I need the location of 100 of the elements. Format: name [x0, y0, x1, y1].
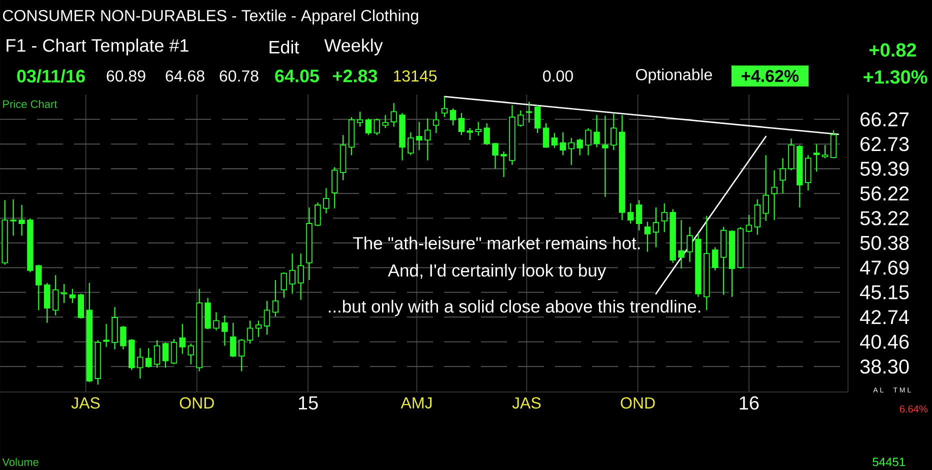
candlestick: [712, 246, 718, 271]
candlestick: [754, 198, 761, 236]
candlestick: [137, 348, 144, 380]
candlestick: [44, 282, 50, 324]
candlestick: [222, 314, 228, 346]
candlestick: [332, 166, 338, 209]
annotation: The "ath-leisure" market remains hot.: [353, 236, 640, 250]
x-tick-label: OND: [180, 397, 214, 409]
candlestick: [788, 138, 794, 171]
candlestick: [365, 118, 372, 136]
candlestick: [188, 343, 194, 365]
candlestick: [10, 198, 16, 236]
candlestick: [822, 144, 828, 159]
candlestick: [120, 325, 126, 350]
y-tick-label: 62.73: [860, 137, 909, 152]
x-tick-label: AMJ: [400, 397, 432, 409]
candlestick: [424, 118, 431, 161]
text: 64.05: [275, 70, 320, 82]
y-tick-label: 66.27: [860, 112, 909, 126]
candlestick: [780, 158, 786, 194]
annotation: Price Chart: [3, 100, 58, 108]
candlestick: [644, 221, 651, 252]
text: Weekly: [324, 38, 383, 56]
candlestick: [560, 132, 566, 156]
text: +1.30%: [864, 70, 928, 84]
candlestick: [551, 132, 558, 148]
candlestick: [602, 115, 608, 198]
candlestick: [678, 220, 684, 270]
text: +4.62%: [742, 70, 799, 82]
candlestick: [627, 202, 634, 224]
text: Optionable: [636, 68, 712, 84]
x-tick-label: OND: [620, 397, 655, 409]
candlestick: [145, 348, 152, 368]
candlestick: [636, 200, 642, 231]
candlestick: [390, 102, 397, 128]
candlestick: [179, 323, 186, 354]
candlestick: [458, 112, 465, 136]
candlestick: [610, 112, 617, 151]
candlestick: [518, 110, 524, 128]
candlestick: [213, 312, 220, 331]
y-tick-label: 47.69: [860, 260, 909, 275]
candlestick: [356, 111, 364, 128]
candlestick: [170, 338, 178, 365]
candlestick: [298, 253, 304, 300]
candlestick: [323, 188, 330, 214]
candlestick: [576, 138, 583, 156]
candlestick: [52, 274, 59, 316]
candlestick: [830, 130, 837, 159]
candlestick: [162, 342, 169, 368]
candlestick: [314, 202, 321, 227]
annotation: ...but only with a solid close above this trendline.: [328, 300, 700, 316]
y-tick-label: 45.15: [860, 285, 909, 300]
text: +0.82: [870, 43, 916, 57]
text: 60.89: [106, 70, 146, 82]
candlestick: [762, 154, 769, 222]
candlestick: [686, 226, 693, 262]
candlestick: [36, 264, 42, 311]
y-tick-label: 50.38: [860, 236, 909, 250]
candlestick: [594, 114, 600, 148]
candlestick: [585, 128, 592, 156]
candlestick: [568, 137, 574, 166]
candlestick: [492, 142, 498, 170]
candlestick: [475, 121, 482, 136]
candlestick: [255, 320, 262, 338]
candlestick: [484, 122, 490, 146]
candlestick: [416, 121, 422, 151]
candlestick: [154, 340, 160, 368]
y-tick-label: 38.30: [860, 360, 909, 374]
text: F1 - Chart Template #1: [6, 38, 188, 56]
candlestick: [526, 101, 532, 124]
candlestick: [280, 272, 287, 298]
candlestick: [69, 288, 76, 304]
y-tick-label: 53.22: [860, 211, 909, 226]
x-tick-label: JAS: [512, 397, 541, 409]
candlestick: [441, 96, 448, 118]
text: +2.83: [332, 70, 378, 82]
text: 0.00: [543, 70, 573, 82]
candlestick: [746, 214, 752, 233]
text: 03/11/16: [17, 69, 85, 83]
candlestick: [246, 320, 254, 344]
candlestick: [264, 300, 270, 336]
candlestick: [542, 122, 550, 148]
text: 60.78: [220, 70, 258, 82]
text: 13145: [394, 70, 437, 82]
candlestick: [289, 253, 296, 294]
candlestick: [661, 202, 668, 233]
candlestick: [60, 283, 68, 304]
candlestick: [450, 108, 456, 126]
candlestick: [771, 170, 778, 221]
text: 6.64%: [900, 405, 928, 413]
y-tick-label: 42.74: [860, 310, 909, 324]
text: 54451: [872, 458, 905, 466]
text: Edit: [270, 40, 300, 54]
candlestick: [238, 338, 245, 372]
candlestick: [230, 322, 236, 358]
candlestick: [272, 279, 279, 317]
candlestick: [382, 114, 388, 129]
chart-title: CONSUMER NON-DURABLES - Textile - Apparel Clothing: [3, 10, 418, 24]
candlestick: [813, 144, 820, 172]
candlestick: [432, 111, 440, 134]
